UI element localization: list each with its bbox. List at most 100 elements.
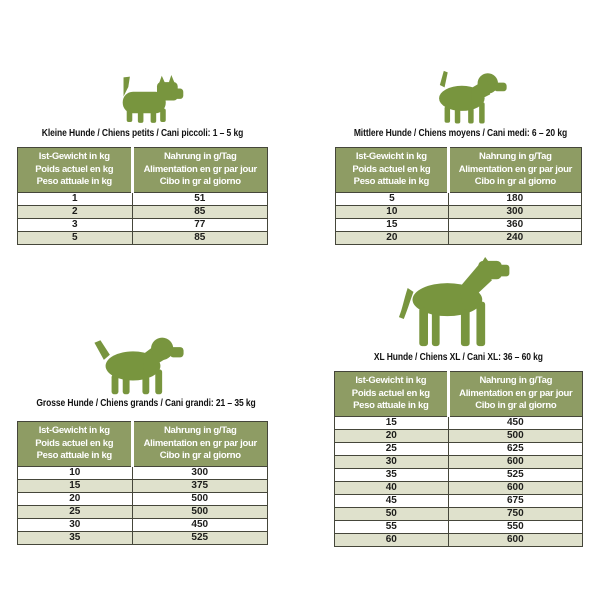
header-line: Ist-Gewicht in kg — [355, 375, 427, 386]
feeding-table-small: Ist-Gewicht in kg Poids actuel en kg Peso … — [17, 147, 268, 245]
food-column-header: Nahrung in g/Tag Alimentation en gr par j… — [131, 147, 268, 193]
food-amount-cell: 85 — [132, 230, 268, 244]
header-line: Poids actuel en kg — [351, 387, 430, 399]
food-amount-cell: 300 — [132, 465, 268, 479]
food-amount-cell: 525 — [132, 530, 268, 544]
food-amount-cell: 625 — [448, 441, 583, 455]
header-line: Cibo in gr al giorno — [159, 176, 241, 187]
food-amount-cell: 375 — [132, 478, 268, 492]
table-row: 5 180 — [335, 191, 582, 205]
table-row: 45 675 — [334, 493, 583, 507]
table-title-large: Grosse Hunde / Chiens grands / Cani gran… — [17, 396, 268, 412]
header-line: Cibo in gr al giorno — [475, 400, 557, 411]
weight-cell: 15 — [334, 415, 449, 429]
food-amount-cell: 600 — [448, 480, 583, 494]
weight-column-header: Ist-Gewicht in kg Poids actuel en kg Peso … — [17, 147, 134, 193]
feeding-table-large: Ist-Gewicht in kg Poids actuel en kg Peso … — [17, 421, 268, 545]
header-line: Nahrung in g/Tag — [479, 151, 552, 162]
weight-cell: 20 — [334, 428, 449, 442]
food-amount-cell: 450 — [448, 415, 583, 429]
weight-column-header: Ist-Gewicht in kg Poids actuel en kg Peso … — [335, 147, 450, 193]
table-row: 3 77 — [17, 217, 268, 231]
section-small-dogs: Kleine Hunde / Chiens petits / Cani picc… — [17, 66, 268, 245]
food-amount-cell: 450 — [132, 517, 268, 531]
table-row: 35 525 — [17, 530, 268, 544]
food-amount-cell: 180 — [448, 191, 582, 205]
food-amount-cell: 750 — [448, 506, 583, 520]
weight-cell: 10 — [17, 465, 133, 479]
header-line: Poids actuel en kg — [35, 163, 114, 175]
food-amount-cell: 240 — [448, 230, 582, 244]
feeding-table-medium: Ist-Gewicht in kg Poids actuel en kg Peso … — [335, 147, 583, 245]
weight-column-header: Ist-Gewicht in kg Poids actuel en kg Peso … — [17, 421, 134, 467]
weight-cell: 3 — [17, 217, 133, 231]
table-title-text: Kleine Hunde / Chiens petits / Cani picc… — [41, 128, 244, 139]
header-line: Cibo in gr al giorno — [159, 450, 241, 461]
header-line: Alimentation en gr par jour — [458, 163, 573, 175]
table-row: 35 525 — [334, 467, 583, 481]
weight-cell: 35 — [334, 467, 449, 481]
weight-cell: 1 — [17, 191, 133, 205]
weight-cell: 35 — [17, 530, 133, 544]
header-line: Peso attuale in kg — [36, 450, 113, 461]
small-dog-icon — [27, 66, 278, 126]
header-row: Ist-Gewicht in kg Poids actuel en kg Peso … — [17, 147, 268, 193]
weight-cell: 40 — [334, 480, 449, 494]
table-row: 15 360 — [335, 217, 582, 231]
table-row: 20 240 — [335, 230, 582, 244]
table-title-text: Grosse Hunde / Chiens grands / Cani gran… — [36, 398, 256, 409]
weight-cell: 50 — [334, 506, 449, 520]
weight-cell: 20 — [17, 491, 133, 505]
weight-cell: 5 — [17, 230, 133, 244]
weight-cell: 60 — [334, 532, 449, 546]
header-row: Ist-Gewicht in kg Poids actuel en kg Peso … — [335, 147, 583, 193]
food-amount-cell: 51 — [132, 191, 268, 205]
large-dog-icon — [13, 326, 264, 396]
header-line: Ist-Gewicht in kg — [355, 151, 427, 162]
table-row: 5 85 — [17, 230, 268, 244]
feeding-table-xl: Ist-Gewicht in kg Poids actuel en kg Peso … — [334, 371, 584, 547]
header-line: Alimentation en gr par jour — [143, 437, 258, 449]
food-amount-cell: 500 — [132, 504, 268, 518]
header-line: Nahrung in g/Tag — [163, 151, 237, 162]
food-amount-cell: 600 — [448, 532, 583, 546]
food-amount-cell: 600 — [448, 454, 583, 468]
weight-cell: 15 — [335, 217, 449, 231]
weight-cell: 5 — [335, 191, 449, 205]
weight-cell: 20 — [335, 230, 449, 244]
table-row: 40 600 — [334, 480, 583, 494]
table-row: 30 450 — [17, 517, 268, 531]
header-line: Cibo in gr al giorno — [474, 176, 556, 187]
weight-cell: 2 — [17, 204, 133, 218]
food-amount-cell: 525 — [448, 467, 583, 481]
table-title-medium: Mittlere Hunde / Chiens moyens / Cani me… — [335, 126, 582, 142]
header-line: Peso attuale in kg — [36, 176, 113, 187]
table-row: 50 750 — [334, 506, 583, 520]
weight-cell: 10 — [335, 204, 449, 218]
weight-cell: 30 — [17, 517, 133, 531]
header-line: Ist-Gewicht in kg — [38, 425, 110, 436]
header-line: Poids actuel en kg — [35, 437, 114, 449]
header-line: Nahrung in g/Tag — [479, 375, 553, 386]
weight-cell: 30 — [334, 454, 449, 468]
header-line: Ist-Gewicht in kg — [38, 151, 110, 162]
header-line: Peso attuale in kg — [353, 176, 430, 187]
food-column-header: Nahrung in g/Tag Alimentation en gr par j… — [447, 147, 583, 193]
weight-column-header: Ist-Gewicht in kg Poids actuel en kg Peso … — [334, 371, 450, 417]
weight-cell: 15 — [17, 478, 133, 492]
header-line: Alimentation en gr par jour — [143, 163, 258, 175]
food-amount-cell: 550 — [448, 519, 583, 533]
header-line: Alimentation en gr par jour — [459, 387, 573, 399]
weight-cell: 25 — [334, 441, 449, 455]
section-large-dogs: Grosse Hunde / Chiens grands / Cani gran… — [17, 326, 268, 545]
food-amount-cell: 500 — [132, 491, 268, 505]
table-row: 25 500 — [17, 504, 268, 518]
table-title-small: Kleine Hunde / Chiens petits / Cani picc… — [17, 126, 268, 142]
table-row: 20 500 — [334, 428, 583, 442]
food-amount-cell: 500 — [448, 428, 583, 442]
table-title-text: Mittlere Hunde / Chiens moyens / Cani me… — [353, 128, 568, 139]
food-amount-cell: 85 — [132, 204, 268, 218]
weight-cell: 25 — [17, 504, 133, 518]
table-row: 15 375 — [17, 478, 268, 492]
header-row: Ist-Gewicht in kg Poids actuel en kg Peso … — [17, 421, 268, 467]
